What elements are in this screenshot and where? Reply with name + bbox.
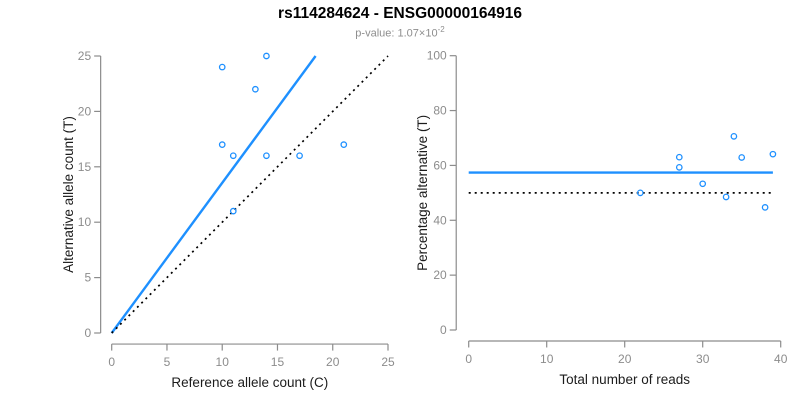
- figure-header: rs114284624 - ENSG00000164916 p-value: 1…: [0, 5, 800, 40]
- data-point: [636, 189, 644, 197]
- y-tick-label: 15: [78, 160, 92, 174]
- allele-count-scatter-plot: 0 5 10 15 20 25 0 5 10 15 20 25 Reference allele cou…: [61, 49, 395, 390]
- y-axis-title: Alternative allele count (T): [61, 116, 76, 273]
- data-point: [675, 153, 683, 161]
- y-tick-label: 25: [78, 49, 92, 63]
- x-tick-label: 15: [271, 355, 285, 369]
- plot-title: rs114284624 - ENSG00000164916: [278, 5, 522, 22]
- data-point: [252, 85, 259, 93]
- y-tick-label: 20: [78, 104, 92, 118]
- data-point: [730, 132, 738, 140]
- data-point: [340, 141, 348, 148]
- data-point: [263, 152, 270, 160]
- y-tick-label: 100: [427, 49, 447, 63]
- y-tick-label: 10: [78, 215, 92, 229]
- data-point: [699, 180, 707, 188]
- x-tick-label: 0: [108, 355, 115, 369]
- y-tick-label: 0: [84, 326, 91, 340]
- data-point: [761, 204, 769, 211]
- x-tick-label: 0: [465, 352, 472, 366]
- data-point: [675, 163, 683, 171]
- y-tick-label: 80: [433, 104, 447, 118]
- data-point: [218, 63, 226, 71]
- y-axis-title: Percentage alternative (T): [415, 115, 430, 271]
- x-tick-label: 20: [618, 352, 632, 366]
- x-axis-title: Total number of reads: [559, 372, 690, 387]
- data-point: [296, 152, 303, 160]
- p-value-mantissa: 1.07×10: [397, 27, 438, 40]
- x-tick-label: 10: [540, 352, 554, 366]
- x-tick-label: 20: [326, 355, 340, 369]
- data-point: [738, 154, 746, 161]
- y-tick-label: 5: [84, 271, 91, 285]
- data-point: [722, 193, 730, 201]
- data-point: [218, 141, 226, 148]
- y-tick-label: 0: [440, 323, 447, 337]
- x-tick-label: 40: [774, 352, 788, 366]
- x-axis-title: Reference allele count (C): [171, 375, 328, 390]
- x-tick-label: 5: [164, 355, 171, 369]
- x-tick-label: 25: [381, 355, 395, 369]
- fit-line: [110, 55, 317, 334]
- p-value-exponent: -2: [437, 25, 445, 34]
- p-value-subtitle: p-value: 1.07×10-2: [0, 25, 800, 40]
- data-point: [229, 207, 237, 215]
- y-tick-label: 40: [433, 213, 447, 227]
- x-tick-label: 30: [696, 352, 710, 366]
- data-point: [769, 150, 777, 158]
- y-tick-label: 20: [433, 268, 447, 282]
- y-tick-label: 60: [433, 158, 447, 172]
- identity-line: [111, 55, 389, 334]
- p-value-prefix: p-value:: [355, 27, 398, 40]
- percentage-alternative-scatter-plot: 0 20 40 60 80 100 0 10 20 30 40 Total number of rea…: [415, 49, 788, 387]
- data-point: [263, 52, 270, 60]
- data-point: [229, 152, 237, 160]
- x-tick-label: 10: [216, 355, 230, 369]
